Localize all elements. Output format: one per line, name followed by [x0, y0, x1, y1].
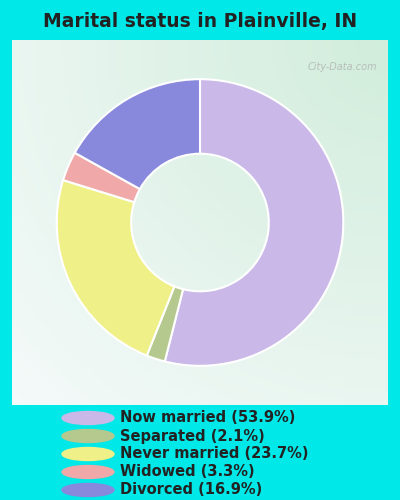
Wedge shape — [57, 180, 174, 356]
Text: Widowed (3.3%): Widowed (3.3%) — [120, 464, 255, 479]
Text: Never married (23.7%): Never married (23.7%) — [120, 446, 308, 462]
Text: Separated (2.1%): Separated (2.1%) — [120, 428, 265, 444]
Wedge shape — [63, 153, 140, 202]
Text: Now married (53.9%): Now married (53.9%) — [120, 410, 295, 426]
Circle shape — [62, 448, 114, 460]
Wedge shape — [165, 79, 343, 366]
Text: Divorced (16.9%): Divorced (16.9%) — [120, 482, 262, 498]
Circle shape — [62, 484, 114, 496]
Text: City-Data.com: City-Data.com — [307, 62, 377, 72]
Circle shape — [62, 412, 114, 424]
Text: Marital status in Plainville, IN: Marital status in Plainville, IN — [43, 12, 357, 32]
Circle shape — [62, 466, 114, 478]
Wedge shape — [75, 79, 200, 189]
Wedge shape — [147, 286, 183, 362]
Circle shape — [62, 430, 114, 442]
